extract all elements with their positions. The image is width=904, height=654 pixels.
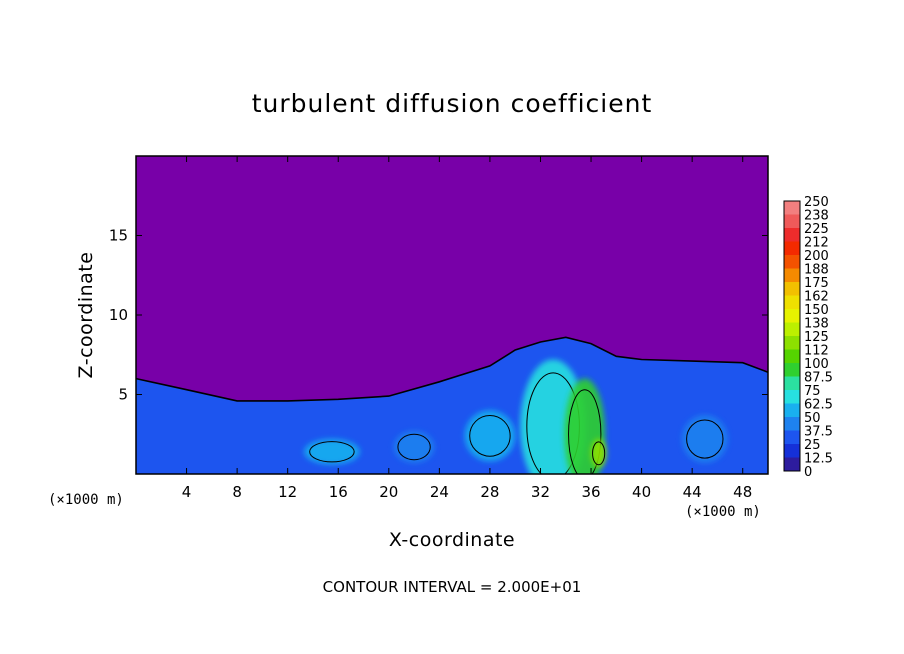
chart-title: turbulent diffusion coefficient [252, 89, 653, 118]
colorbar-swatch [784, 403, 800, 417]
x-tick-label: 32 [531, 483, 550, 501]
colorbar-swatch [784, 214, 800, 228]
y-tick-label: 15 [109, 227, 128, 245]
colorbar-swatch [784, 255, 800, 269]
colorbar-swatch [784, 228, 800, 242]
boundary-layer-fill [136, 337, 768, 474]
colorbar-swatch [784, 295, 800, 309]
x-tick-label: 8 [232, 483, 242, 501]
hotspot-contour-1 [568, 389, 602, 474]
x-axis-ticks: 4 8 12 16 20 24 28 32 36 40 44 48 [182, 156, 752, 501]
hotspot-4 [304, 439, 360, 465]
x-tick-label: 4 [182, 483, 192, 501]
colorbar-label: 87.5 [804, 371, 833, 386]
x-tick-label: 40 [632, 483, 651, 501]
colorbar-swatch [784, 363, 800, 377]
hotspot-3 [464, 410, 516, 462]
colorbar-label: 50 [804, 411, 821, 426]
colorbar-label: 175 [804, 276, 829, 291]
colorbar-swatch [784, 336, 800, 350]
x-tick-label: 16 [329, 483, 348, 501]
y-tick-label: 5 [118, 386, 128, 404]
colorbar-swatch [784, 390, 800, 404]
colorbar-label: 188 [804, 263, 829, 278]
hotspot-6 [393, 431, 435, 463]
hotspot-2 [591, 439, 607, 468]
contour-interval-label: CONTOUR INTERVAL = 2.000E+01 [323, 578, 582, 596]
colorbar-label: 100 [804, 357, 829, 372]
colorbar-label: 0 [804, 465, 812, 480]
colorbar-swatch [784, 241, 800, 255]
hotspot-5 [682, 415, 728, 463]
y-tick-label: 10 [109, 306, 128, 324]
colorbar-label: 238 [804, 209, 829, 224]
colorbar-label: 75 [804, 384, 821, 399]
turbulence-hotspots [304, 359, 728, 474]
colorbar-label: 250 [804, 195, 829, 210]
colorbar-swatch [784, 322, 800, 336]
colorbar-swatch [784, 309, 800, 323]
colorbar-swatch [784, 376, 800, 390]
x-tick-label: 28 [480, 483, 499, 501]
hotspot-contour-4 [309, 441, 355, 463]
x-tick-label: 36 [581, 483, 600, 501]
colorbar-label: 150 [804, 303, 829, 318]
colorbar-swatch [784, 282, 800, 296]
x-tick-label: 12 [278, 483, 297, 501]
colorbar-swatch [784, 417, 800, 431]
hotspot-1 [564, 378, 605, 474]
colorbar-label: 25 [804, 438, 821, 453]
x-tick-label: 20 [379, 483, 398, 501]
hotspot-contour-2 [592, 441, 606, 466]
colorbar-label: 200 [804, 249, 829, 264]
x-tick-label: 48 [733, 483, 752, 501]
x-axis-title: X-coordinate [389, 529, 515, 551]
hotspot-contour-6 [397, 433, 431, 461]
colorbar-label: 138 [804, 317, 829, 332]
colorbar-swatch [784, 349, 800, 363]
colorbar-label: 162 [804, 290, 829, 305]
hotspot-contour-5 [686, 419, 724, 459]
colorbar-swatch [784, 430, 800, 444]
colorbar-swatch [784, 201, 800, 215]
colorbar-swatch [784, 268, 800, 282]
y-axis-ticks: 5 10 15 [109, 227, 768, 404]
colorbar-frame [783, 200, 801, 472]
x-unit-label-left: (×1000 m) [48, 492, 124, 508]
colorbar-label: 212 [804, 236, 829, 251]
x-tick-label: 24 [430, 483, 449, 501]
colorbar-swatch [784, 457, 800, 471]
x-unit-label-right: (×1000 m) [685, 504, 761, 520]
colorbar: 2502382252122001881751621501381251121008… [783, 195, 833, 480]
colorbar-label: 62.5 [804, 398, 833, 413]
colorbar-label: 125 [804, 330, 829, 345]
x-tick-label: 44 [683, 483, 702, 501]
colorbar-label: 225 [804, 222, 829, 237]
colorbar-label: 12.5 [804, 452, 833, 467]
colorbar-label: 112 [804, 344, 829, 359]
boundary-layer-contour [136, 336, 768, 402]
colorbar-swatch [784, 444, 800, 458]
y-axis-title: Z-coordinate [75, 252, 97, 379]
hotspot-contour-3 [469, 414, 511, 457]
plot-area [136, 156, 768, 474]
colorbar-label: 37.5 [804, 425, 833, 440]
